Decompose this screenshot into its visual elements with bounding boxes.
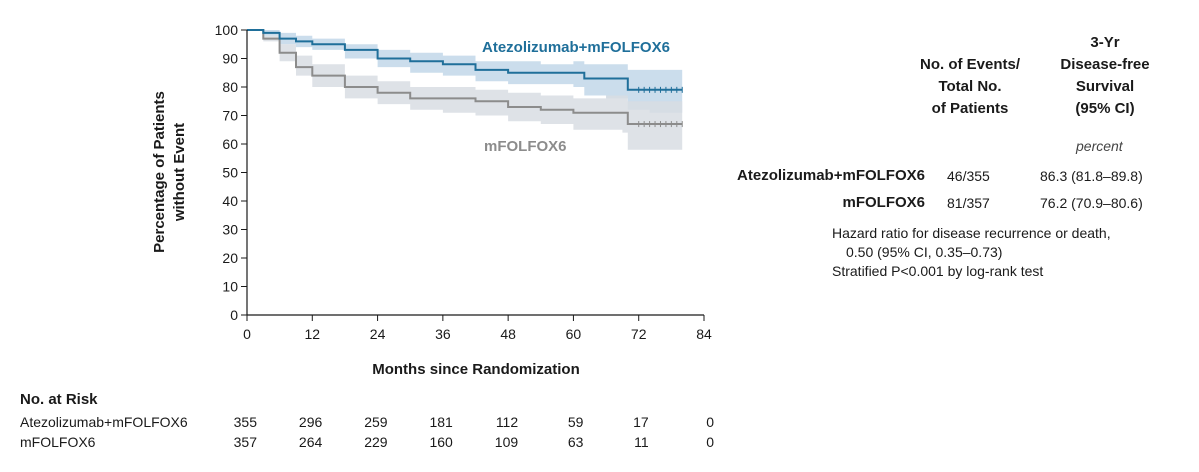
x-tick-label: 84 — [696, 326, 712, 342]
risk-value-mfolfox6: 357 — [233, 434, 257, 450]
y-tick-label: 80 — [222, 79, 238, 95]
risk-value-mfolfox6: 229 — [364, 434, 388, 450]
risk-value-mfolfox6: 0 — [706, 434, 714, 450]
x-tick-label: 60 — [566, 326, 582, 342]
x-tick-label: 48 — [500, 326, 516, 342]
risk-value-mfolfox6: 264 — [298, 434, 323, 450]
survival-curves — [247, 29, 683, 128]
y-tick-label: 50 — [222, 165, 238, 181]
x-tick-label: 36 — [435, 326, 451, 342]
legend-row-events-atezolizumab: 46/355 — [947, 168, 990, 184]
series-label-mfolfox6: mFOLFOX6 — [484, 138, 567, 155]
survival-curve-mfolfox6 — [247, 29, 683, 125]
legend-note-p-value: Stratified P<0.001 by log-rank test — [832, 263, 1044, 279]
legend-col-dfs-header: 3-Yr Disease-free Survival (95% CI) — [1060, 34, 1150, 117]
legend-row-dfs-mfolfox6: 76.2 (70.9–80.6) — [1040, 195, 1143, 211]
risk-value-atezolizumab: 355 — [233, 414, 257, 430]
risk-value-atezolizumab: 59 — [567, 414, 584, 430]
risk-value-mfolfox6: 109 — [494, 434, 519, 450]
risk-value-mfolfox6: 63 — [567, 434, 584, 450]
axes: 0 10 20 30 40 50 60 70 80 90 100 0 12 24 36 48 60 72 84 — [215, 22, 712, 342]
risk-value-atezolizumab: 296 — [298, 414, 323, 430]
risk-row-label-mfolfox6: mFOLFOX6 — [20, 434, 96, 450]
x-tick-label: 12 — [304, 326, 320, 342]
risk-value-atezolizumab: 181 — [429, 414, 453, 430]
series-label-atezolizumab: Atezolizumab+mFOLFOX6 — [482, 39, 670, 56]
y-tick-label: 0 — [230, 307, 238, 323]
risk-table-title: No. at Risk — [20, 391, 98, 408]
y-tick-label: 30 — [222, 222, 238, 238]
y-tick-label: 90 — [222, 51, 238, 67]
x-tick-label: 0 — [243, 326, 251, 342]
legend-row-label-mfolfox6: mFOLFOX6 — [842, 194, 925, 211]
legend-unit: percent — [1076, 138, 1123, 154]
risk-row-label-atezolizumab: Atezolizumab+mFOLFOX6 — [20, 414, 188, 430]
y-tick-label: 20 — [222, 250, 238, 266]
ci-band-mfolfox6 — [247, 30, 683, 153]
risk-value-atezolizumab: 17 — [633, 414, 649, 430]
legend-table: No. of Events/ Total No. of Patients 3-Y… — [700, 12, 1170, 282]
legend-note-hazard-ci: 0.50 (95% CI, 0.35–0.73) — [846, 244, 1003, 260]
y-tick-label: 10 — [222, 279, 238, 295]
y-tick-label: 100 — [215, 22, 239, 38]
risk-value-mfolfox6: 11 — [634, 434, 649, 450]
y-axis-title-line2: without Event — [171, 123, 188, 222]
risk-value-atezolizumab: 0 — [706, 414, 714, 430]
x-axis-title: Months since Randomization — [372, 361, 580, 378]
survival-curve-atezolizumab — [247, 29, 683, 91]
legend-row-label-atezolizumab: Atezolizumab+mFOLFOX6 — [737, 167, 925, 184]
y-tick-label: 40 — [222, 193, 238, 209]
ci-band-atezolizumab — [247, 30, 683, 116]
risk-value-atezolizumab: 112 — [495, 414, 519, 430]
legend-row-events-mfolfox6: 81/357 — [947, 195, 990, 211]
confidence-bands — [247, 30, 683, 153]
legend-row-dfs-atezolizumab: 86.3 (81.8–89.8) — [1040, 168, 1143, 184]
risk-value-atezolizumab: 259 — [364, 414, 388, 430]
risk-value-mfolfox6: 160 — [429, 434, 453, 450]
y-axis-title-line1: Percentage of Patients — [151, 91, 168, 253]
legend-col-events-header: No. of Events/ Total No. of Patients — [919, 56, 1020, 117]
x-tick-label: 24 — [370, 326, 386, 342]
x-tick-label: 72 — [631, 326, 647, 342]
y-tick-label: 60 — [222, 136, 238, 152]
y-tick-label: 70 — [222, 108, 238, 124]
legend-note-hazard-ratio: Hazard ratio for disease recurrence or d… — [832, 225, 1111, 241]
